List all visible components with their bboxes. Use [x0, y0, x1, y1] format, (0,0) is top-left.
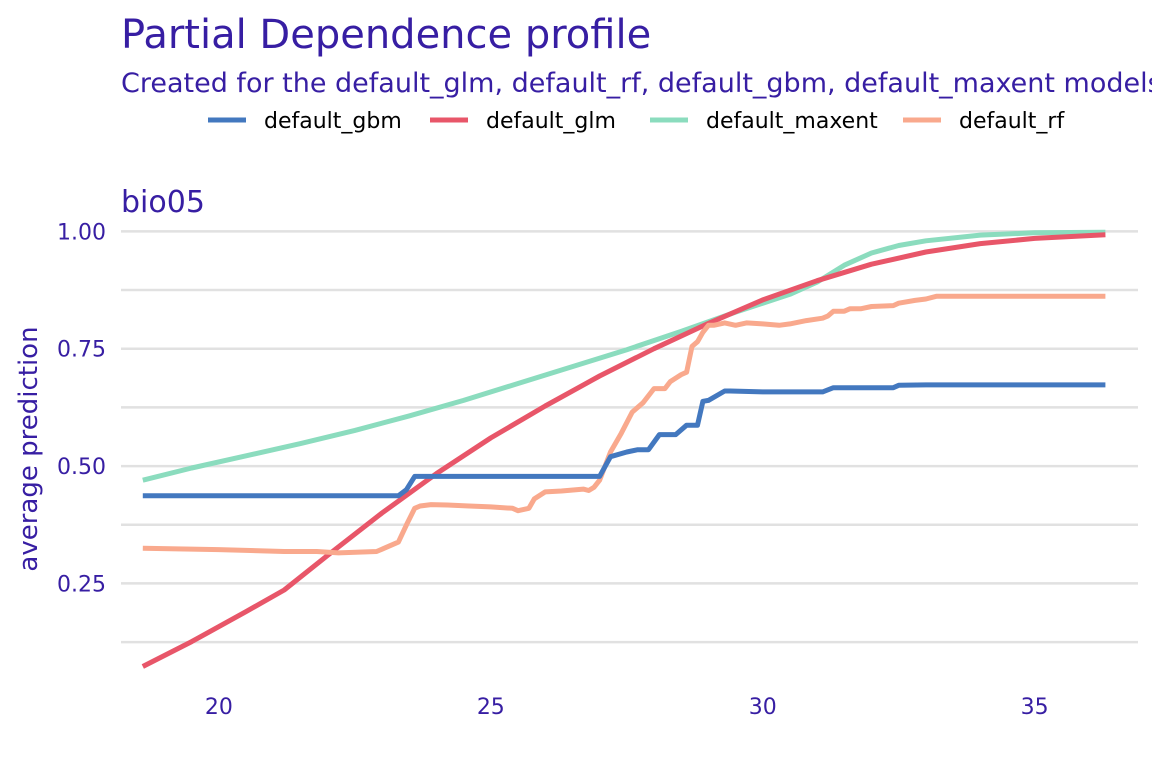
legend-item-default_maxent: default_maxent: [650, 109, 878, 134]
x-tick-label: 25: [477, 695, 505, 720]
series-line-default_rf: [142, 293, 1106, 556]
chart-title: Partial Dependence profile: [121, 12, 652, 58]
legend-item-default_glm: default_glm: [430, 109, 616, 134]
legend-label: default_rf: [959, 109, 1065, 134]
series-line-default_glm: [141, 232, 1106, 669]
y-tick-label: 1.00: [57, 220, 106, 245]
x-tick-label: 20: [205, 695, 233, 720]
chart-subtitle: Created for the default_glm, default_rf,…: [121, 68, 1152, 99]
legend-label: default_glm: [486, 109, 616, 134]
y-axis-ticks: 0.25 0.50 0.75 1.00: [57, 220, 106, 597]
legend-item-default_rf: default_rf: [903, 109, 1065, 134]
x-tick-label: 30: [749, 695, 777, 720]
panel-title: bio05: [121, 185, 205, 220]
legend: default_gbm default_glm default_maxent defa…: [208, 109, 1065, 134]
series-line-default_maxent: [142, 229, 1106, 483]
legend-label: default_gbm: [264, 109, 402, 134]
y-tick-label: 0.25: [57, 572, 106, 597]
x-axis-ticks: 20 25 30 35: [205, 695, 1049, 720]
legend-label: default_maxent: [706, 109, 878, 134]
y-tick-label: 0.75: [57, 338, 106, 363]
y-tick-label: 0.50: [57, 455, 106, 480]
gridlines: [121, 230, 1138, 644]
series-line-default_gbm: [142, 382, 1106, 499]
y-axis-title: average prediction: [14, 326, 44, 571]
x-tick-label: 35: [1021, 695, 1049, 720]
legend-item-default_gbm: default_gbm: [208, 109, 402, 134]
series-lines: [141, 229, 1106, 669]
